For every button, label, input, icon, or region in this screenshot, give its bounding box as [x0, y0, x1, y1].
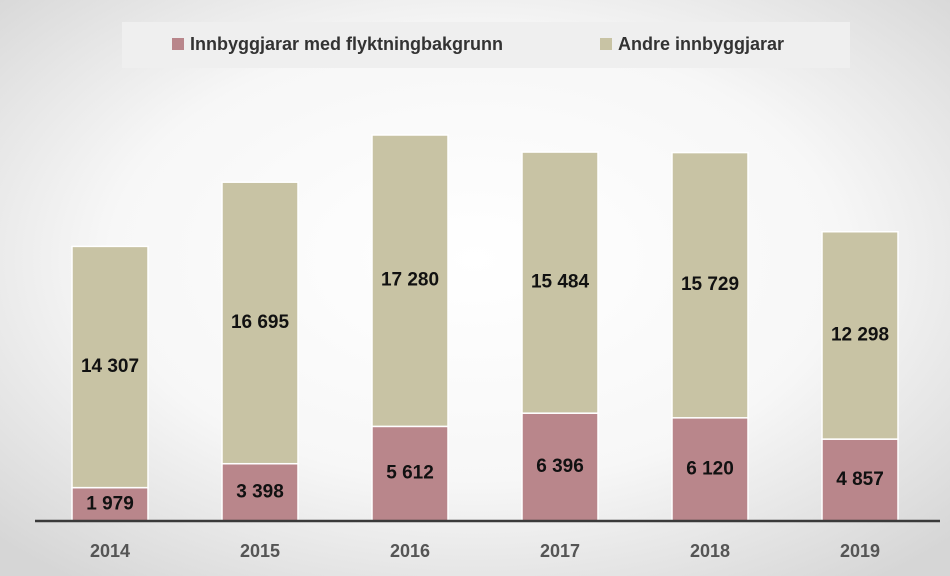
legend-swatch — [172, 38, 184, 50]
x-tick-label: 2016 — [390, 541, 430, 561]
bar-segment — [221, 462, 299, 522]
x-tick-label: 2019 — [840, 541, 880, 561]
bar-segment — [821, 230, 899, 440]
bar-segment — [821, 438, 899, 522]
bar-segment — [671, 151, 749, 419]
x-tick-label: 2014 — [90, 541, 130, 561]
bar-segment — [371, 134, 449, 428]
data-label: 15 484 — [531, 272, 590, 293]
legend-label: Andre innbyggjarar — [618, 34, 784, 54]
x-tick-label: 2017 — [540, 541, 580, 561]
data-label: 3 398 — [236, 481, 284, 502]
data-label: 17 280 — [381, 270, 439, 291]
data-label: 1 979 — [86, 493, 134, 514]
data-label: 6 396 — [536, 456, 584, 477]
legend-swatch — [600, 38, 612, 50]
bar-segment — [521, 151, 599, 414]
bar-segment — [71, 245, 149, 489]
data-label: 14 307 — [81, 356, 139, 377]
legend-box — [122, 22, 850, 68]
bar-segment — [371, 425, 449, 522]
data-label: 15 729 — [681, 274, 739, 295]
legend-label: Innbyggjarar med flyktningbakgrunn — [190, 34, 503, 54]
bar-segment — [521, 412, 599, 522]
x-tick-label: 2018 — [690, 541, 730, 561]
x-tick-label: 2015 — [240, 541, 280, 561]
bar-segment — [221, 181, 299, 465]
data-label: 16 695 — [231, 312, 290, 333]
data-label: 5 612 — [386, 463, 434, 484]
data-label: 6 120 — [686, 458, 734, 479]
data-label: 4 857 — [836, 469, 884, 490]
data-label: 12 298 — [831, 324, 889, 345]
